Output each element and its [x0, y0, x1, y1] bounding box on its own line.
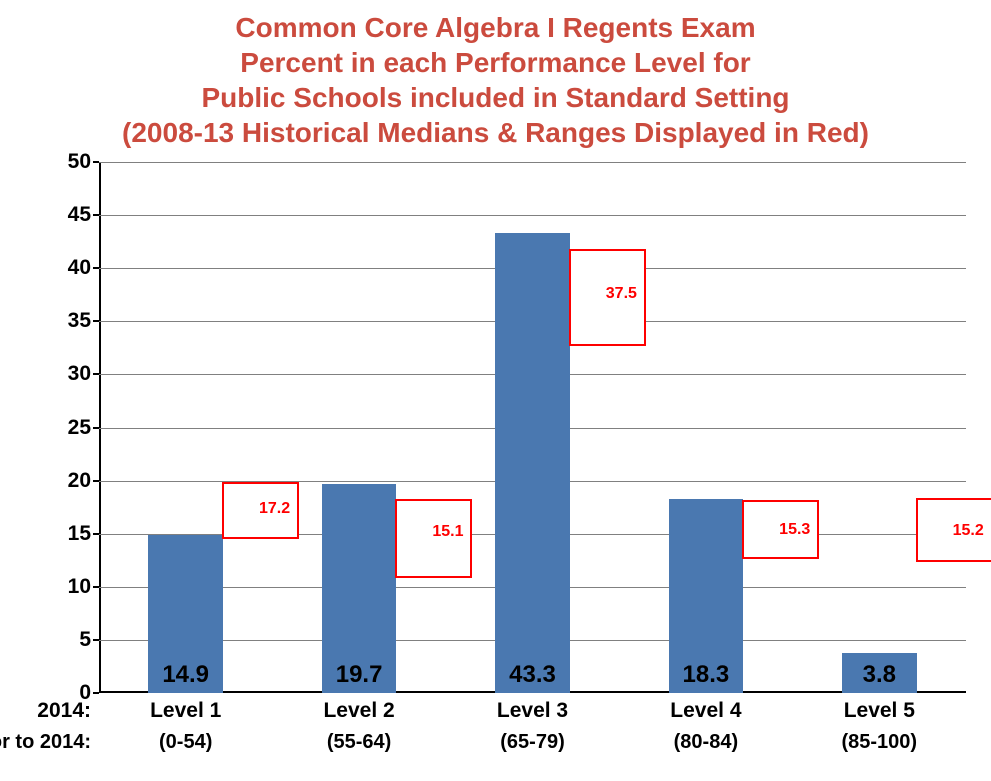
chart-container: Common Core Algebra I Regents ExamPercen… — [0, 0, 991, 781]
title-line: Public Schools included in Standard Sett… — [0, 80, 991, 115]
historical-median-label: 15.1 — [432, 523, 463, 541]
ytick-label: 50 — [68, 150, 99, 174]
bar-value-label: 18.3 — [683, 661, 730, 689]
xcat-sublabel: (0-54) — [159, 731, 212, 754]
xcat-sublabel: (85-100) — [841, 731, 917, 754]
ytick-label: 5 — [79, 628, 99, 652]
title-line: (2008-13 Historical Medians & Ranges Dis… — [0, 115, 991, 150]
historical-median-label: 15.3 — [779, 521, 810, 539]
bar: 14.9 — [148, 535, 223, 693]
ytick-label: 25 — [68, 416, 99, 440]
historical-median-label: 15.2 — [953, 522, 984, 540]
bar: 18.3 — [669, 499, 744, 693]
gridline — [99, 215, 966, 216]
xcat-sublabel: (65-79) — [500, 731, 564, 754]
xcat-label: Level 1 — [150, 693, 221, 723]
xcat-sublabel: (80-84) — [674, 731, 738, 754]
row2-prefix: Prior to 2014: — [0, 731, 99, 754]
xcat-label: Level 3 — [497, 693, 568, 723]
xcat-sublabel: (55-64) — [327, 731, 391, 754]
xcat-label: Level 4 — [670, 693, 741, 723]
title-line: Common Core Algebra I Regents Exam — [0, 10, 991, 45]
bar-value-label: 43.3 — [509, 661, 556, 689]
xcat-label: Level 5 — [844, 693, 915, 723]
plot-area: 0510152025303540455014.917.2Level 1(0-54… — [99, 162, 966, 693]
title-line: Percent in each Performance Level for — [0, 45, 991, 80]
ytick-label: 30 — [68, 362, 99, 386]
ytick-label: 35 — [68, 309, 99, 333]
chart-title: Common Core Algebra I Regents ExamPercen… — [0, 10, 991, 150]
bar-value-label: 14.9 — [162, 661, 209, 689]
ytick-label: 40 — [68, 256, 99, 280]
historical-median-label: 37.5 — [606, 285, 637, 303]
bar-value-label: 3.8 — [863, 661, 896, 689]
ytick-label: 15 — [68, 522, 99, 546]
bar: 43.3 — [495, 233, 570, 693]
bar: 3.8 — [842, 653, 917, 693]
bar-value-label: 19.7 — [336, 661, 383, 689]
xcat-label: Level 2 — [323, 693, 394, 723]
row1-prefix: 2014: — [37, 699, 99, 723]
ytick-label: 20 — [68, 469, 99, 493]
ytick-label: 10 — [68, 575, 99, 599]
historical-median-label: 17.2 — [259, 500, 290, 518]
bar: 19.7 — [322, 484, 397, 693]
ytick-label: 45 — [68, 203, 99, 227]
gridline — [99, 162, 966, 163]
